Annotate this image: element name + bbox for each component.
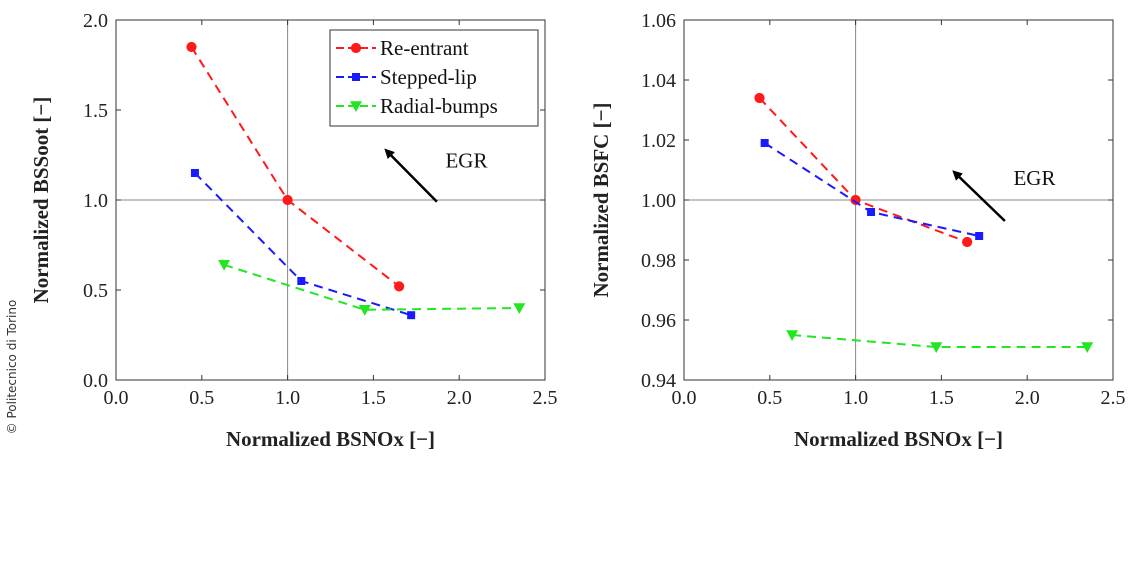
x-tick-label: 2.0	[447, 387, 472, 409]
y-tick-label: 0.98	[641, 250, 676, 272]
x-tick-label: 2.0	[1015, 387, 1040, 409]
data-point-stepped-lip	[407, 311, 416, 320]
x-tick-label: 0.0	[672, 387, 697, 409]
data-point-re-entrant	[754, 92, 765, 104]
egr-label: EGR	[1013, 166, 1055, 190]
egr-arrow	[952, 170, 1006, 222]
data-point-re-entrant	[186, 41, 197, 53]
data-point-re-entrant	[962, 236, 973, 248]
legend-label: Radial-bumps	[380, 94, 498, 118]
legend: Re-entrant Stepped-lip Radial-bumps	[329, 29, 539, 127]
x-tick-label: 0.5	[757, 387, 782, 409]
series-line-radial-bumps	[223, 263, 520, 311]
series-line-radial-bumps	[792, 334, 1088, 348]
figure: 0.0 0.5 1.0 1.5 2.0 2.5 0.0 0.5 1.0 1.5 2.0 Normali…	[29, 10, 1126, 451]
y-tick-label: 0.0	[83, 370, 108, 392]
data-point-stepped-lip	[975, 232, 984, 240]
soot-chart: 0.0 0.5 1.0 1.5 2.0 2.5 0.0 0.5 1.0 1.5 2.0 Normali…	[29, 10, 558, 451]
data-point-stepped-lip	[190, 169, 199, 177]
y-axis-title: Normalized BSFC [−]	[589, 102, 613, 297]
data-point-re-entrant	[394, 281, 405, 292]
data-point-stepped-lip	[297, 277, 306, 285]
y-tick-label: 1.04	[641, 70, 676, 92]
legend-marker	[350, 101, 362, 112]
y-tick-label: 1.00	[641, 190, 676, 212]
y-tick-label: 0.94	[641, 370, 676, 392]
x-axis-title: Normalized BSNOx [−]	[794, 427, 1003, 451]
x-tick-label: 2.5	[533, 387, 558, 409]
y-tick-label: 1.02	[641, 130, 676, 152]
data-point-radial-bumps	[358, 305, 371, 316]
x-tick-label: 0.0	[104, 387, 129, 409]
y-tick-label: 1.0	[83, 190, 108, 212]
x-tick-label: 1.0	[275, 387, 300, 409]
x-tick-label: 2.5	[1101, 387, 1126, 409]
legend-marker	[350, 42, 362, 54]
x-tick-label: 1.0	[843, 387, 868, 409]
data-point-stepped-lip	[760, 139, 769, 147]
x-axis-title: Normalized BSNOx [−]	[226, 427, 435, 451]
bsfc-chart: 0.0 0.5 1.0 1.5 2.0 2.5 0.94 0.96 0.98 1.00 1.02 1.…	[589, 10, 1126, 451]
data-point-re-entrant	[282, 194, 293, 206]
data-point-stepped-lip	[867, 208, 876, 216]
y-tick-label: 2.0	[83, 10, 108, 32]
y-tick-label: 0.5	[83, 280, 108, 302]
data-point-radial-bumps	[218, 260, 231, 271]
egr-arrow	[384, 148, 438, 203]
x-tick-label: 1.5	[929, 387, 954, 409]
y-tick-label: 1.06	[641, 10, 676, 32]
data-point-radial-bumps	[513, 303, 526, 314]
data-point-radial-bumps	[930, 342, 943, 353]
y-tick-label: 1.5	[83, 100, 108, 122]
x-tick-label: 1.5	[361, 387, 386, 409]
egr-label: EGR	[445, 149, 487, 173]
y-axis-title: Normalized BSSoot [−]	[29, 97, 53, 304]
x-tick-label: 0.5	[189, 387, 214, 409]
data-point-radial-bumps	[786, 330, 799, 341]
legend-marker	[352, 73, 360, 81]
y-tick-label: 0.96	[641, 310, 676, 332]
legend-label: Stepped-lip	[380, 65, 477, 89]
legend-label: Re-entrant	[380, 36, 469, 60]
data-point-radial-bumps	[1081, 342, 1094, 353]
